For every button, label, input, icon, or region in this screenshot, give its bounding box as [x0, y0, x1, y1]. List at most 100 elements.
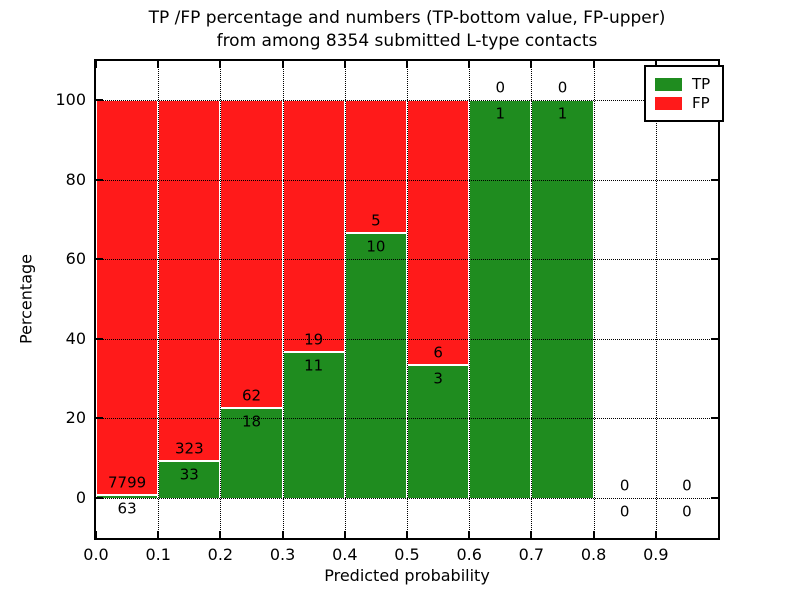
plot-area: 7799 63 323 33 62 18 19 11 5 10 6 3 0 1 0 1 0 0 0 0 — [94, 59, 720, 540]
x-gridline — [220, 61, 222, 538]
fp-bar-segment — [220, 100, 283, 409]
x-tick-mark — [157, 531, 160, 538]
y-tick-mark — [96, 258, 103, 261]
x-tick-label: 0.4 — [332, 545, 358, 564]
x-axis-label: Predicted probability — [324, 566, 490, 585]
x-gridline — [655, 61, 657, 538]
y-axis-label: Percentage — [16, 253, 36, 345]
fp-count-label: 323 — [174, 439, 204, 458]
x-tick-mark — [343, 531, 346, 538]
y-tick-mark — [711, 337, 718, 340]
y-tick-mark — [96, 99, 103, 101]
x-tick-mark — [219, 531, 222, 538]
tp-count-label: 11 — [304, 356, 324, 375]
x-tick-mark — [281, 531, 284, 538]
legend-label-tp: TP — [692, 75, 711, 93]
x-gridline — [344, 61, 346, 538]
chart-title-line1: TP /FP percentage and numbers (TP-bottom… — [148, 8, 666, 28]
fp-bar-segment — [407, 100, 470, 366]
x-tick-mark — [406, 61, 408, 68]
x-tick-label: 0.5 — [394, 545, 420, 564]
x-tick-mark — [592, 531, 595, 538]
tp-count-label: 10 — [366, 237, 386, 256]
tp-count-label: 63 — [117, 499, 137, 518]
tp-count-label: 33 — [179, 465, 199, 484]
y-tick-label: 0 — [75, 488, 86, 507]
tp-count-label: 1 — [557, 104, 568, 123]
fp-count-label: 0 — [557, 78, 568, 97]
x-tick-label: 0.2 — [207, 545, 234, 564]
x-tick-mark — [95, 531, 97, 538]
legend-label-fp: FP — [692, 94, 710, 112]
y-tick-mark — [711, 258, 718, 261]
fp-count-label: 62 — [241, 386, 262, 405]
x-tick-mark — [157, 61, 160, 68]
y-tick-mark — [96, 178, 103, 181]
y-tick-mark — [96, 497, 103, 499]
fp-count-label: 0 — [682, 476, 692, 495]
x-tick-mark — [281, 61, 284, 68]
tp-bar-segment — [469, 100, 532, 498]
legend-swatch-fp — [655, 96, 682, 110]
y-tick-label: 100 — [55, 90, 86, 109]
tp-count-label: 3 — [433, 369, 443, 388]
y-tick-mark — [711, 417, 718, 420]
tp-count-label: 18 — [241, 412, 262, 431]
fp-count-label: 0 — [619, 476, 630, 495]
y-tick-label: 40 — [65, 328, 86, 348]
y-tick-label: 20 — [65, 408, 86, 428]
x-gridline — [469, 61, 471, 538]
x-tick-mark — [654, 531, 657, 538]
x-tick-label: 0.9 — [643, 545, 669, 564]
y-tick-mark — [96, 417, 103, 420]
legend-swatch-tp — [655, 77, 682, 91]
legend: TP FP — [644, 65, 725, 122]
fp-bar-segment — [96, 100, 159, 495]
x-tick-label: 0.3 — [269, 545, 296, 564]
x-gridline — [593, 61, 595, 538]
fp-bar-segment — [282, 100, 345, 352]
fp-count-label: 6 — [433, 343, 443, 362]
x-tick-mark — [592, 61, 595, 68]
legend-item-fp: FP — [655, 95, 710, 111]
tp-count-label: 1 — [495, 104, 506, 123]
x-tick-label: 0.7 — [518, 545, 545, 564]
fp-bar-segment — [158, 100, 221, 461]
x-tick-mark — [219, 61, 222, 68]
x-tick-label: 0.8 — [580, 545, 607, 564]
x-gridline — [407, 61, 408, 538]
x-gridline — [531, 61, 533, 538]
x-tick-mark — [468, 531, 471, 538]
y-tick-mark — [96, 337, 103, 340]
legend-item-tp: TP — [655, 76, 710, 92]
chart-title: TP /FP percentage and numbers (TP-bottom… — [96, 7, 718, 53]
fp-count-label: 5 — [371, 211, 381, 230]
tp-bar-segment — [531, 100, 594, 498]
x-tick-label: 0.6 — [456, 545, 482, 564]
y-tick-label: 80 — [65, 169, 86, 189]
x-tick-mark — [406, 531, 408, 538]
chart-title-line2: from among 8354 submitted L-type contact… — [216, 31, 598, 51]
fp-count-label: 0 — [495, 78, 506, 97]
tp-bar-segment — [96, 494, 159, 498]
tp-bar-segment — [220, 408, 283, 498]
tp-bar-segment — [344, 232, 407, 498]
x-tick-label: 0.1 — [145, 545, 171, 564]
tp-count-label: 0 — [682, 502, 692, 521]
tp-bar-segment — [282, 351, 345, 498]
x-gridline — [282, 61, 284, 538]
x-tick-mark — [468, 61, 471, 68]
y-tick-label: 60 — [65, 249, 86, 269]
y-tick-mark — [711, 178, 718, 181]
x-tick-label: 0.0 — [83, 545, 109, 564]
x-gridline — [158, 61, 160, 538]
tp-count-label: 0 — [619, 502, 630, 521]
x-tick-mark — [530, 61, 533, 68]
x-tick-mark — [343, 61, 346, 68]
fp-count-label: 19 — [304, 330, 324, 349]
x-tick-mark — [530, 531, 533, 538]
x-tick-mark — [95, 61, 97, 68]
fp-count-label: 7799 — [108, 473, 147, 492]
y-tick-mark — [711, 497, 718, 499]
